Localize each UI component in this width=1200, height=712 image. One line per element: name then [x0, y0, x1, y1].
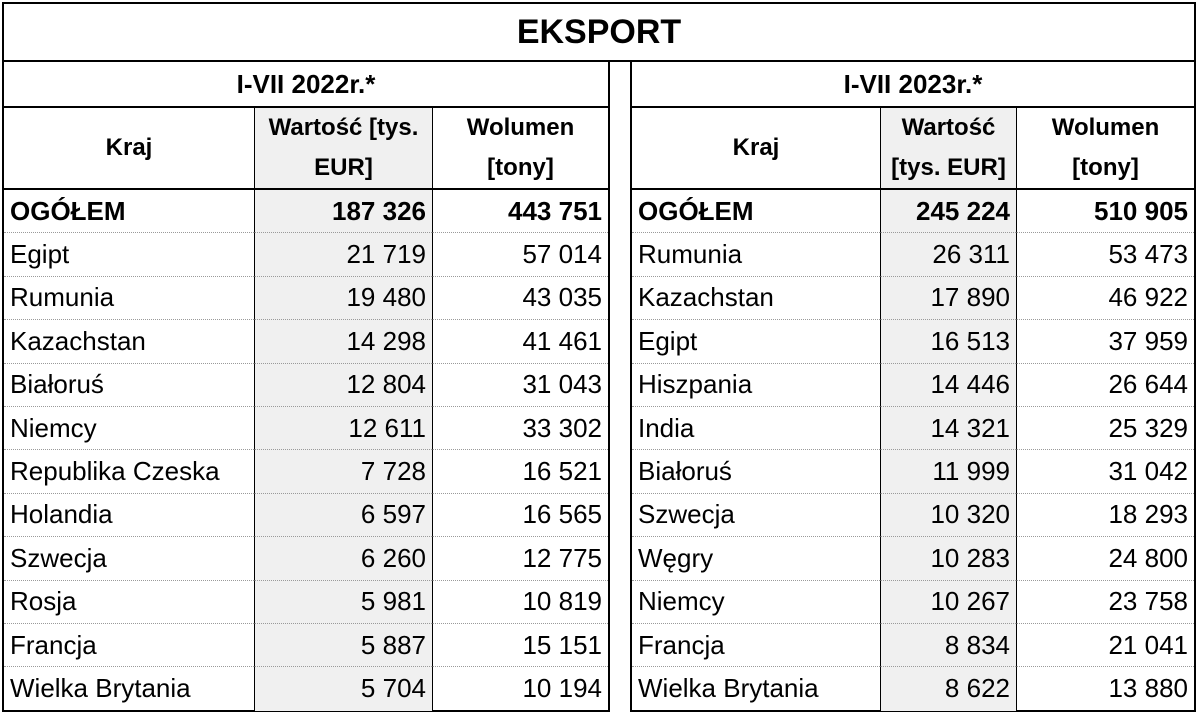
- country-cell: Szwecja: [632, 494, 880, 538]
- value-cell: 17 890: [880, 276, 1016, 321]
- value-cell: 14 298: [254, 320, 432, 364]
- volume-cell: 31 043: [432, 363, 608, 407]
- value-cell: 6 260: [254, 537, 432, 581]
- volume-cell: 13 880: [1016, 667, 1194, 711]
- country-cell: Białoruś: [4, 364, 254, 407]
- value-cell: 10 283: [880, 537, 1016, 581]
- volume-cell: 23 758: [1016, 580, 1194, 624]
- country-cell: Francja: [632, 624, 880, 668]
- volume-cell: 21 041: [1016, 623, 1194, 668]
- volume-cell: 10 194: [432, 667, 608, 711]
- value-cell: 5 887: [254, 623, 432, 668]
- volume-cell: 57 014: [432, 233, 608, 277]
- value-cell: 8 834: [880, 623, 1016, 668]
- country-cell: Rumunia: [4, 277, 254, 321]
- country-cell: Francja: [4, 624, 254, 668]
- volume-cell: 53 473: [1016, 233, 1194, 277]
- country-cell: Hiszpania: [632, 364, 880, 407]
- country-cell: Białoruś: [632, 450, 880, 494]
- value-header-line2: EUR]: [314, 154, 373, 181]
- value-cell: 14 321: [880, 406, 1016, 451]
- volume-header-line2: [tony]: [1072, 154, 1139, 181]
- value-cell: 8 622: [880, 667, 1016, 711]
- volume-header: Wolumen [tony]: [1016, 108, 1194, 190]
- value-cell: 21 719: [254, 233, 432, 277]
- country-cell: Republika Czeska: [4, 450, 254, 494]
- volume-header: Wolumen [tony]: [432, 108, 608, 190]
- value-cell: 19 480: [254, 276, 432, 321]
- country-header: Kraj: [632, 108, 880, 190]
- volume-cell: 31 042: [1016, 450, 1194, 494]
- volume-cell: 25 329: [1016, 406, 1194, 451]
- volume-cell: 24 800: [1016, 537, 1194, 581]
- value-cell: 10 320: [880, 493, 1016, 538]
- value-header-line1: Wartość: [901, 114, 996, 141]
- country-cell: Egipt: [632, 320, 880, 364]
- country-cell: Niemcy: [4, 407, 254, 451]
- volume-cell: 37 959: [1016, 320, 1194, 364]
- country-cell: Niemcy: [632, 581, 880, 624]
- volume-cell: 33 302: [432, 406, 608, 451]
- period-header: I-VII 2023r.*: [632, 62, 1194, 108]
- total-volume: 510 905: [1016, 190, 1194, 234]
- period-header: I-VII 2022r.*: [4, 62, 608, 108]
- country-cell: Szwecja: [4, 537, 254, 581]
- total-value: 245 224: [880, 190, 1016, 234]
- total-label: OGÓŁEM: [632, 190, 880, 234]
- country-cell: Holandia: [4, 494, 254, 538]
- country-cell: Węgry: [632, 537, 880, 581]
- country-cell: Wielka Brytania: [638, 673, 819, 704]
- volume-cell: 15 151: [432, 623, 608, 668]
- country-cell: Kazachstan: [4, 320, 254, 364]
- value-cell: 16 513: [880, 320, 1016, 364]
- volume-cell: 12 775: [432, 537, 608, 581]
- value-header-line2: [tys. EUR]: [891, 154, 1006, 181]
- table-title: EKSPORT: [2, 2, 1196, 62]
- export-table-2022: I-VII 2022r.* Kraj Wartość [tys. EUR] Wol…: [2, 60, 610, 712]
- value-cell: 11 999: [880, 450, 1016, 494]
- value-cell: 14 446: [880, 363, 1016, 407]
- volume-header-line2: [tony]: [487, 154, 554, 181]
- country-cell: India: [632, 407, 880, 451]
- value-header-line1: Wartość [tys.: [268, 114, 419, 141]
- volume-cell: 46 922: [1016, 276, 1194, 321]
- export-table-2023: I-VII 2023r.* Kraj Wartość [tys. EUR] Wol…: [630, 60, 1196, 712]
- total-volume: 443 751: [432, 190, 608, 234]
- country-header: Kraj: [4, 108, 254, 190]
- value-cell: 26 311: [880, 233, 1016, 277]
- total-label: OGÓŁEM: [4, 190, 254, 234]
- volume-cell: 16 521: [432, 450, 608, 494]
- value-cell: 10 267: [880, 580, 1016, 624]
- volume-cell: 43 035: [432, 276, 608, 321]
- volume-cell: 10 819: [432, 580, 608, 624]
- value-cell: 5 704: [254, 667, 432, 711]
- country-cell: Wielka Brytania: [10, 673, 191, 704]
- total-value: 187 326: [254, 190, 432, 234]
- country-cell: Rumunia: [632, 233, 880, 277]
- country-cell: Egipt: [4, 233, 254, 277]
- value-cell: 12 804: [254, 363, 432, 407]
- value-cell: 7 728: [254, 450, 432, 494]
- volume-cell: 18 293: [1016, 493, 1194, 538]
- volume-cell: 41 461: [432, 320, 608, 364]
- country-cell: Rosja: [4, 581, 254, 624]
- volume-header-line1: Wolumen: [1051, 114, 1160, 141]
- volume-header-line1: Wolumen: [466, 114, 575, 141]
- value-cell: 5 981: [254, 580, 432, 624]
- value-cell: 12 611: [254, 406, 432, 451]
- value-header: Wartość [tys. EUR]: [880, 108, 1016, 190]
- value-cell: 6 597: [254, 493, 432, 538]
- country-cell: Kazachstan: [632, 277, 880, 321]
- value-header: Wartość [tys. EUR]: [254, 108, 432, 190]
- volume-cell: 16 565: [432, 493, 608, 538]
- volume-cell: 26 644: [1016, 363, 1194, 407]
